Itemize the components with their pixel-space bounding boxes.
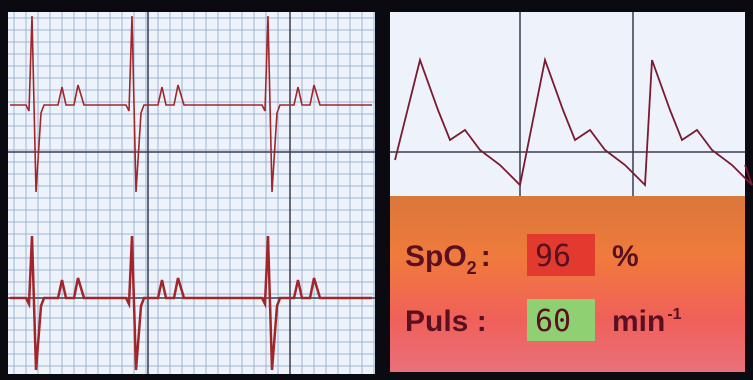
page: {"spo2": {"label": "SpO", "subscript": "… [0, 0, 753, 380]
pulse-value: 60 [535, 304, 571, 339]
pulse-label: Puls : [405, 305, 487, 338]
spo2-unit: % [612, 240, 639, 273]
pulse-unit-superscript: -1 [667, 306, 681, 323]
pulse-unit-text: min [612, 305, 665, 338]
spo2-value: 96 [535, 239, 571, 274]
monitor-screen: SpO2: 96 % Puls : 60 min-1 [0, 0, 753, 380]
spo2-subscript: 2 [467, 258, 477, 278]
readout-panel [390, 196, 745, 372]
spo2-separator: : [481, 240, 491, 273]
pleth-panel [390, 12, 745, 196]
spo2-label-text: SpO [405, 240, 467, 273]
